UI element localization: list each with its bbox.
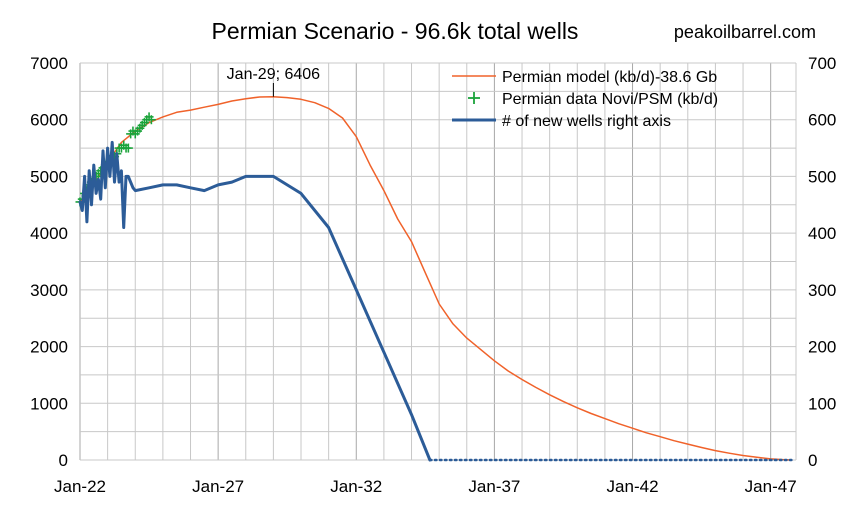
data-point-marker [123, 143, 133, 153]
y-right-tick-label: 0 [808, 451, 817, 470]
y-right-tick-label: 400 [808, 224, 836, 243]
x-tick-label: Jan-47 [745, 477, 797, 496]
legend-label-data: Permian data Novi/PSM (kb/d) [502, 91, 718, 108]
y-right-tick-label: 100 [808, 394, 836, 413]
y-left-tick-label: 3000 [30, 281, 68, 300]
y-left-tick-label: 4000 [30, 224, 68, 243]
x-tick-label: Jan-37 [468, 477, 520, 496]
y-right-tick-label: 300 [808, 281, 836, 300]
y-right-tick-label: 700 [808, 54, 836, 73]
legend-label-wells: # of new wells right axis [502, 113, 671, 130]
peak-annotation-label: Jan-29; 6406 [227, 66, 321, 83]
y-right-tick-label: 600 [808, 111, 836, 130]
y-right-tick-label: 200 [808, 338, 836, 357]
y-left-tick-label: 0 [59, 451, 68, 470]
gridlines [79, 62, 797, 461]
y-left-tick-label: 1000 [30, 394, 68, 413]
plot-series [75, 95, 793, 462]
y-left-tick-label: 7000 [30, 54, 68, 73]
x-tick-label: Jan-27 [192, 477, 244, 496]
data-point-marker [146, 115, 156, 125]
x-tick-label: Jan-42 [607, 477, 659, 496]
y-left-tick-label: 5000 [30, 167, 68, 186]
new-wells-line [78, 140, 432, 462]
peak-annotation: Jan-29; 6406 [227, 66, 321, 97]
legend: Permian model (kb/d)-38.6 Gb Permian dat… [452, 69, 718, 130]
x-tick-label: Jan-32 [330, 477, 382, 496]
legend-swatch-data [468, 92, 480, 104]
y-left-tick-label: 2000 [30, 338, 68, 357]
chart-title: Permian Scenario - 96.6k total wells [212, 18, 579, 44]
source-label: peakoilbarrel.com [674, 22, 816, 42]
y-left-tick-label: 6000 [30, 111, 68, 130]
x-tick-label: Jan-22 [54, 477, 106, 496]
legend-label-model: Permian model (kb/d)-38.6 Gb [502, 69, 717, 86]
model-production-line [79, 95, 793, 461]
axes: 0 1000 2000 3000 4000 5000 6000 7000 0 100 200 300 4… [30, 54, 836, 496]
y-right-tick-label: 500 [808, 167, 836, 186]
